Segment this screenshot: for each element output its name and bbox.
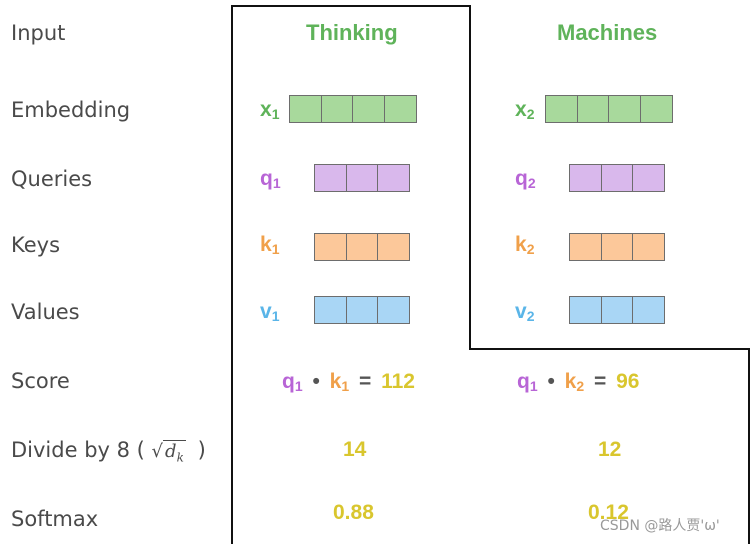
embedding-label-1: x1 [260, 98, 280, 122]
softmax-value-1: 0.88 [333, 501, 374, 524]
sqrt-sub: k [176, 450, 184, 465]
keys-vector-2-cell [632, 233, 665, 261]
value-label-1: v1 [260, 300, 280, 324]
queries-vector-1-cell [377, 164, 410, 192]
values-vector-1-cell [345, 296, 379, 324]
keys-vector-2-cell [569, 233, 602, 261]
embedding-vector-1-cell [320, 95, 354, 123]
values-vector-2-cell [632, 296, 665, 324]
value-label-2: v2 [515, 300, 535, 324]
word-thinking: Thinking [306, 20, 398, 45]
row-label-queries: Queries [11, 167, 93, 191]
divide-prefix: Divide by 8 ( [11, 438, 145, 462]
query-label-2: q2 [515, 167, 536, 191]
score-equation-1: q1 • k1 = 112 [282, 370, 415, 394]
key-label-1: k1 [260, 233, 280, 257]
softmax-value-2: 0.12 [588, 501, 629, 524]
values-vector-1-cell [377, 296, 410, 324]
embedding-vector-2-cell [639, 95, 673, 123]
values-vector-1-cell [314, 296, 347, 324]
queries-vector-1-cell [314, 164, 347, 192]
queries-vector-2-cell [632, 164, 665, 192]
row-label-values: Values [11, 300, 80, 324]
sqrt-dk: √ dk [151, 440, 192, 465]
values-vector-2-cell [600, 296, 634, 324]
embedding-vector-2-cell [545, 95, 578, 123]
embedding-vector-1-cell [289, 95, 322, 123]
embedding-vector-2-cell [608, 95, 641, 123]
watermark: CSDN @路人贾'ω' [600, 518, 720, 534]
embedding-vector-2-cell [576, 95, 610, 123]
sqrt-var: d [165, 441, 177, 462]
divide-suffix: ) [197, 438, 206, 462]
row-label-input: Input [11, 21, 66, 45]
row-label-divide: Divide by 8 ( √ dk ) [11, 438, 206, 465]
queries-vector-2-cell [569, 164, 602, 192]
row-label-softmax: Softmax [11, 507, 99, 531]
query-label-1: q1 [260, 167, 281, 191]
divided-value-2: 12 [598, 438, 622, 461]
score-value-1: 112 [381, 370, 415, 393]
embedding-vector-1-cell [352, 95, 385, 123]
keys-vector-1-cell [314, 233, 347, 261]
divided-value-1: 14 [343, 438, 367, 461]
embedding-label-2: x2 [515, 98, 535, 122]
score-equation-2: q1 • k2 = 96 [517, 370, 640, 394]
embedding-vector-1-cell [383, 95, 417, 123]
row-label-embedding: Embedding [11, 98, 131, 122]
key-label-2: k2 [515, 233, 535, 257]
queries-vector-1-cell [345, 164, 379, 192]
queries-vector-2-cell [600, 164, 634, 192]
keys-vector-1-cell [377, 233, 410, 261]
score-value-2: 96 [616, 370, 640, 393]
keys-vector-2-cell [600, 233, 634, 261]
values-vector-2-cell [569, 296, 602, 324]
word-machines: Machines [557, 20, 658, 45]
row-label-score: Score [11, 369, 70, 393]
sqrt-symbol-icon: √ [151, 441, 164, 462]
row-label-keys: Keys [11, 233, 61, 257]
keys-vector-1-cell [345, 233, 379, 261]
